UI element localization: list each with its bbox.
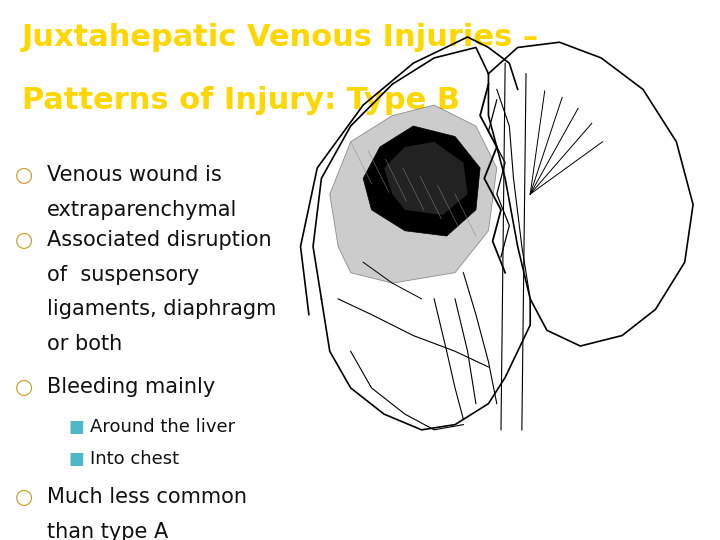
Text: ○: ○: [14, 377, 32, 397]
Text: extraparenchymal: extraparenchymal: [47, 200, 237, 220]
Polygon shape: [384, 141, 467, 215]
Polygon shape: [363, 126, 480, 236]
Text: ■: ■: [68, 418, 84, 436]
Text: ligaments, diaphragm: ligaments, diaphragm: [47, 300, 276, 320]
Polygon shape: [330, 105, 497, 283]
Text: Around the liver: Around the liver: [90, 418, 235, 436]
Text: Much less common: Much less common: [47, 487, 247, 507]
Text: of  suspensory: of suspensory: [47, 265, 199, 285]
Text: Venous wound is: Venous wound is: [47, 165, 222, 185]
Text: Bleeding mainly: Bleeding mainly: [47, 377, 215, 397]
Text: ■: ■: [68, 450, 84, 468]
Text: than type A: than type A: [47, 522, 168, 540]
Text: Juxtahepatic Venous Injuries –: Juxtahepatic Venous Injuries –: [22, 23, 539, 51]
Text: or both: or both: [47, 334, 122, 354]
Text: Patterns of Injury: Type B: Patterns of Injury: Type B: [22, 86, 459, 115]
Text: ○: ○: [14, 230, 32, 250]
Text: ○: ○: [14, 487, 32, 507]
Text: Associated disruption: Associated disruption: [47, 230, 271, 250]
Text: Into chest: Into chest: [90, 450, 179, 468]
Text: ○: ○: [14, 165, 32, 185]
